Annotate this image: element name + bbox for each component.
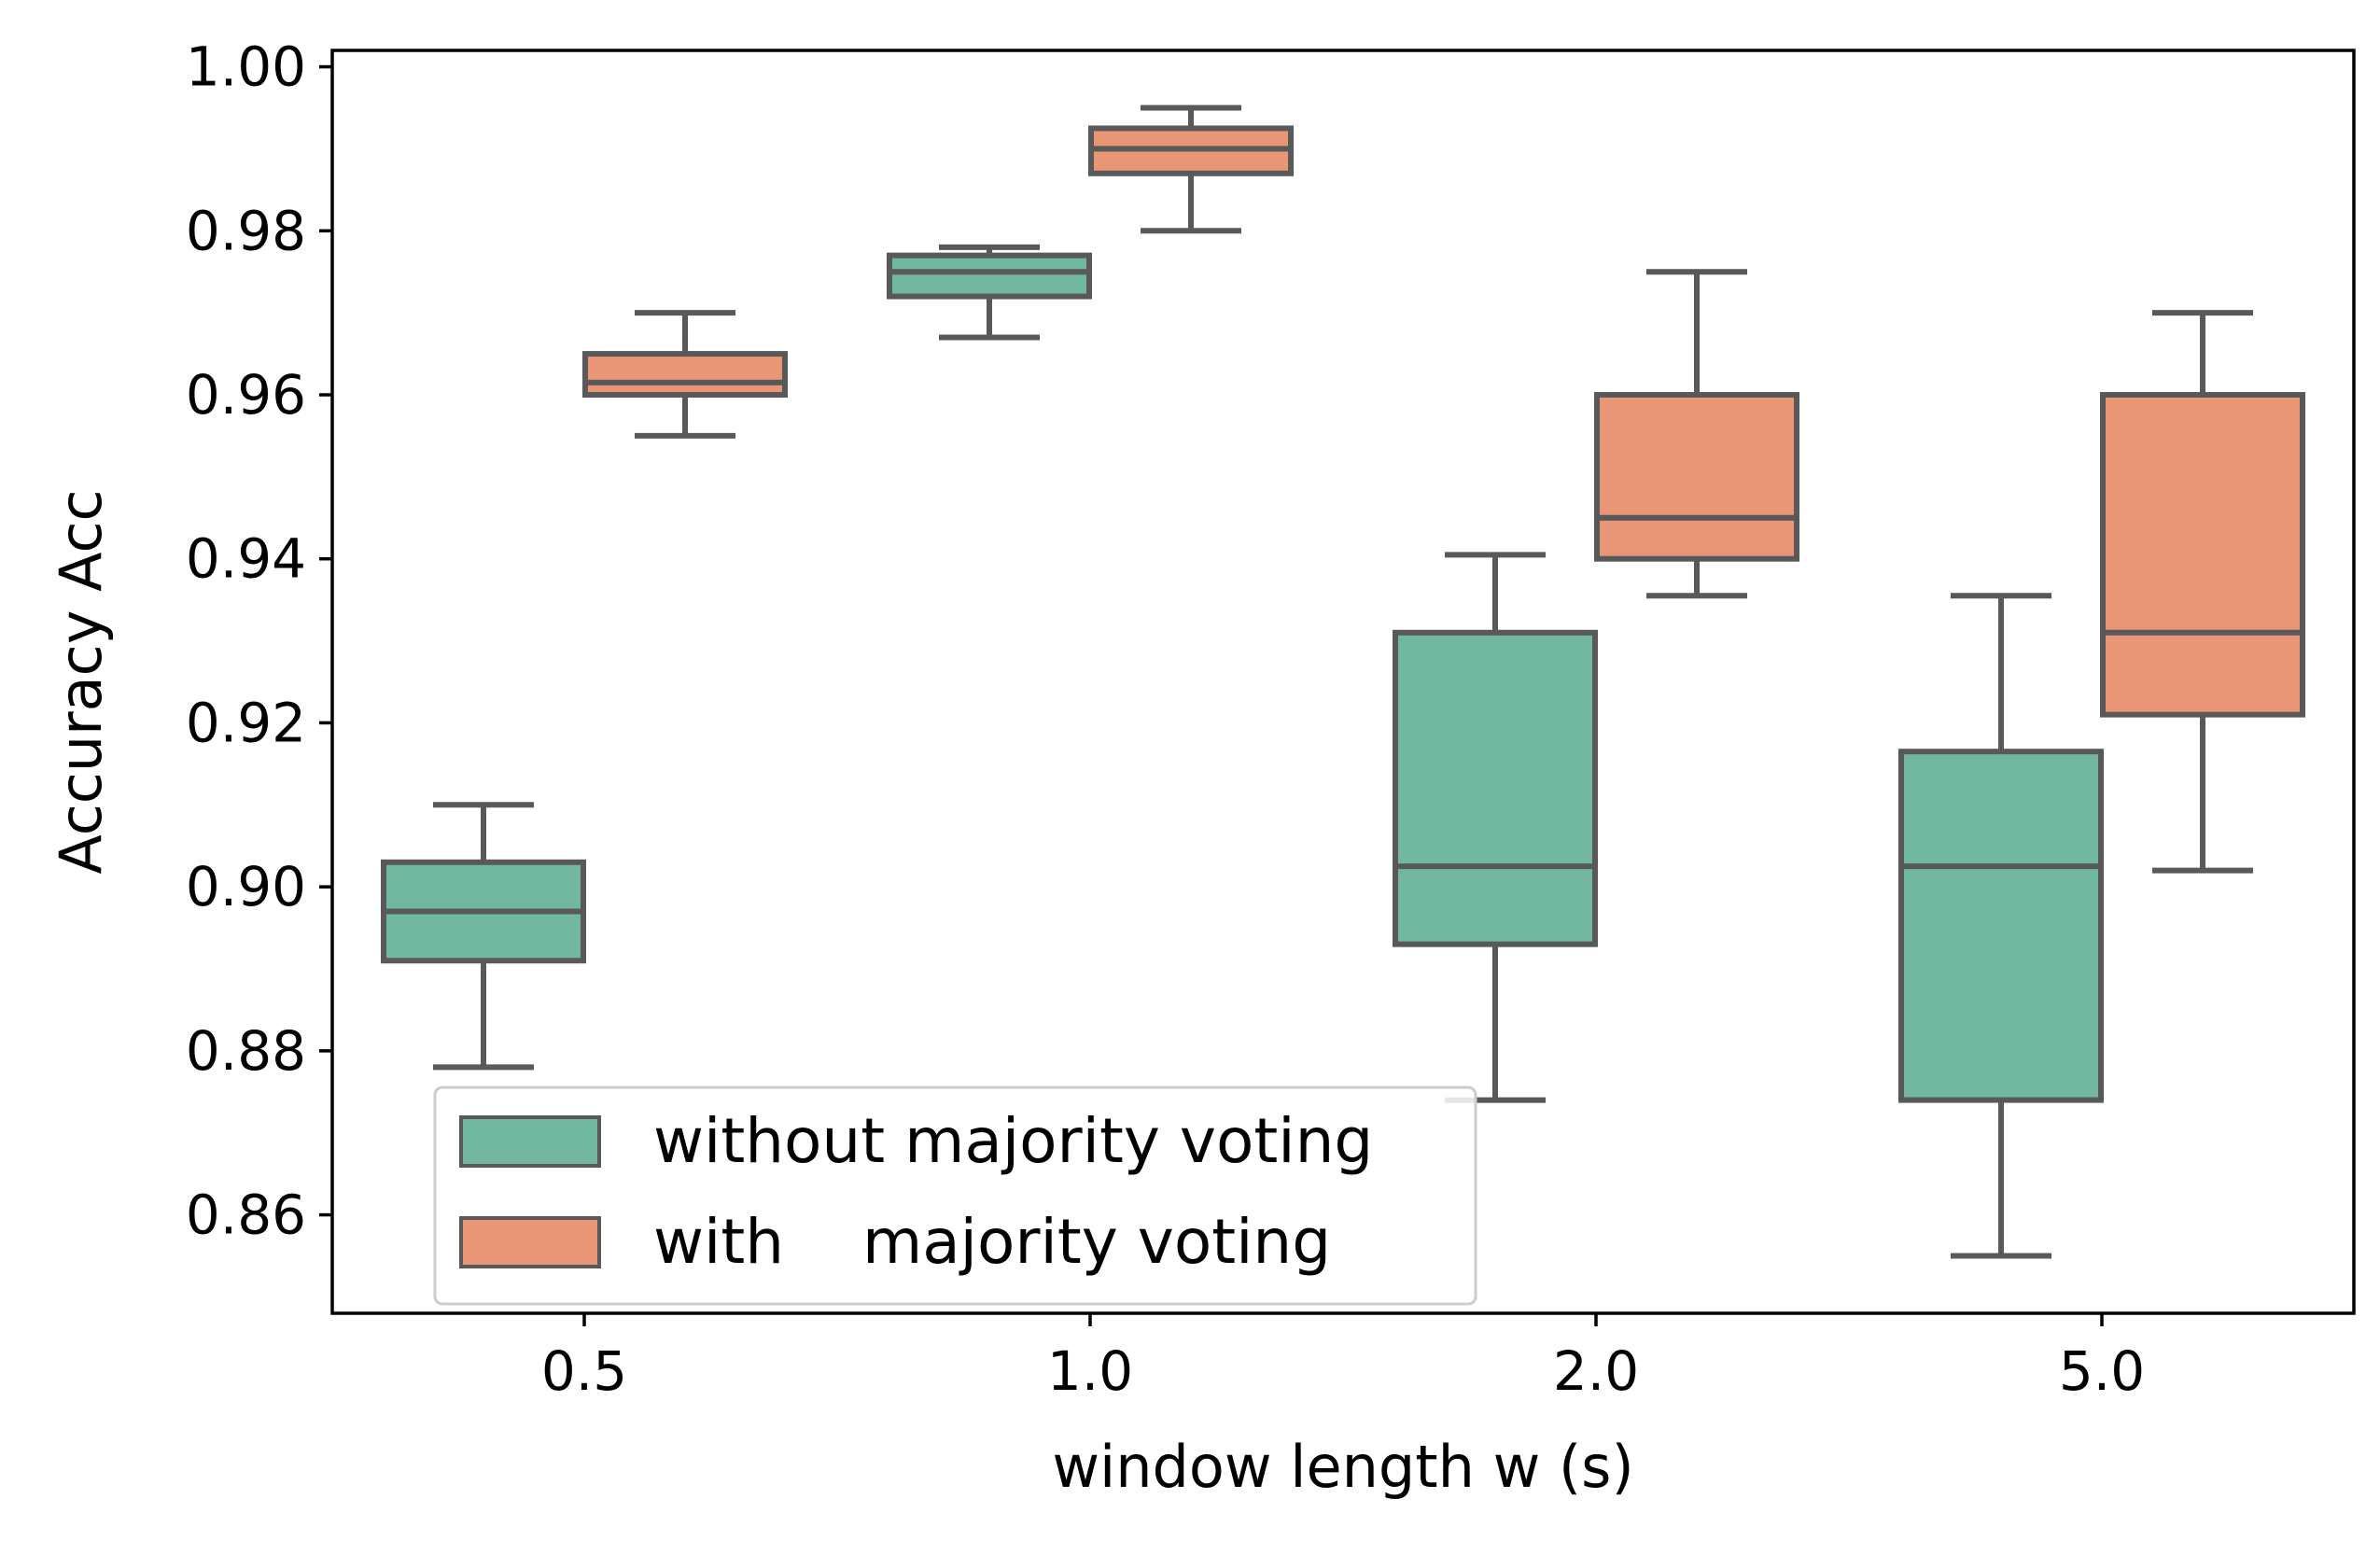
legend-label-without-voting: without majority voting: [653, 1105, 1373, 1177]
box-body: [887, 252, 1092, 300]
y-tick-label: 0.92: [186, 691, 306, 754]
legend-swatch-with-voting: [459, 1216, 601, 1268]
box-without-voting-2.0: [1393, 552, 1598, 1103]
y-tick-label: 0.86: [186, 1184, 306, 1247]
y-axis: 0.86 0.88 0.90 0.92 0.94 0.96 0.98 1.00: [186, 35, 332, 1247]
legend-frame: [433, 1086, 1477, 1306]
legend-swatch-without-voting: [459, 1115, 601, 1168]
box-body: [582, 351, 788, 399]
y-tick-label: 0.88: [186, 1019, 306, 1083]
y-tick-label: 0.94: [186, 527, 306, 591]
plot-area: [381, 105, 2305, 1259]
box-without-voting-5.0: [1898, 593, 2104, 1259]
box-with-voting-2.0: [1594, 269, 1799, 599]
box-with-voting-0.5: [582, 310, 788, 439]
y-tick-label: 0.96: [186, 363, 306, 427]
y-tick-label: 1.00: [186, 35, 306, 99]
legend: without majority voting with majority vo…: [433, 1086, 1477, 1306]
y-axis-label: Accuracy Acc: [47, 489, 115, 874]
box-body: [1898, 749, 2104, 1103]
x-axis-label: window length w (s): [1052, 1433, 1633, 1501]
plot-frame: [330, 49, 2356, 1315]
x-tick-label: 1.0: [1047, 1339, 1133, 1403]
x-tick-label: 2.0: [1553, 1339, 1639, 1403]
box-with-voting-5.0: [2100, 310, 2305, 874]
box-body: [1594, 392, 1799, 562]
x-axis: 0.5 1.0 2.0 5.0: [541, 1313, 2145, 1403]
box-body: [2100, 392, 2305, 718]
x-tick-label: 5.0: [2059, 1339, 2145, 1403]
box-without-voting-0.5: [381, 802, 586, 1071]
y-tick-label: 0.90: [186, 855, 306, 918]
y-tick-label: 0.98: [186, 199, 306, 262]
legend-label-with-voting: with majority voting: [653, 1206, 1331, 1278]
box-without-voting-1.0: [887, 244, 1092, 341]
box-with-voting-1.0: [1088, 105, 1294, 234]
box-body: [1393, 629, 1598, 947]
x-tick-label: 0.5: [541, 1339, 627, 1403]
